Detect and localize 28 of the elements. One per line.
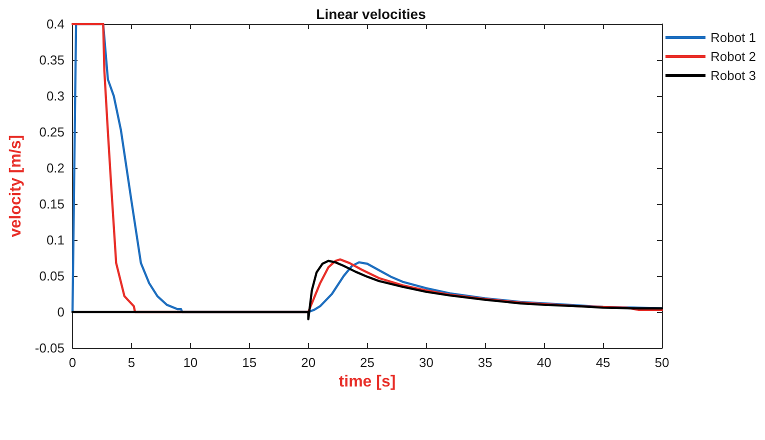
y-tick-label: 0.2 (46, 160, 65, 176)
legend-label: Robot 3 (710, 68, 756, 83)
y-tick-label: 0 (57, 304, 65, 320)
y-axis-title: velocity [m/s] (8, 134, 24, 238)
x-tick-label: 15 (242, 355, 257, 370)
y-tick-label: 0.3 (46, 88, 65, 104)
legend-label: Robot 2 (710, 49, 756, 64)
line-series (71, 260, 664, 320)
x-tick-label: 5 (128, 355, 136, 370)
y-tick-label: 0.1 (46, 232, 65, 248)
x-tick-label: 50 (654, 355, 670, 370)
x-tick-label: 20 (301, 355, 316, 370)
x-tick-label: 0 (68, 355, 76, 370)
x-tick-label: 35 (478, 355, 492, 370)
legend-label: Robot 1 (710, 30, 756, 45)
y-tick-label: 0.25 (39, 124, 65, 140)
y-tick-label: -0.05 (34, 340, 65, 356)
x-tick-label: 10 (183, 355, 198, 370)
x-axis-title: time [s] (338, 374, 396, 390)
y-tick-label: 0.15 (39, 196, 65, 212)
y-tick-label: 0.05 (39, 268, 65, 284)
y-tick-label: 0.4 (46, 16, 65, 32)
chart-title: Linear velocities (316, 6, 426, 22)
x-tick-label: 25 (360, 355, 374, 370)
x-tick-label: 30 (418, 355, 434, 370)
y-tick-label: 0.35 (39, 52, 65, 68)
x-tick-label: 45 (596, 355, 610, 370)
x-tick-label: 40 (536, 355, 552, 370)
